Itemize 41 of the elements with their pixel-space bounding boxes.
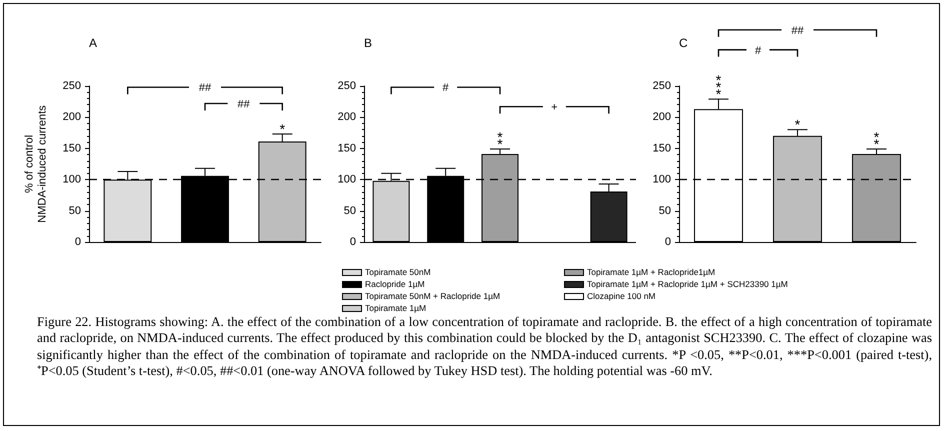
y-tick-label: 50 — [658, 204, 671, 217]
y-tick-label: 50 — [344, 204, 356, 217]
legend-label: Topiramate 1µM + Raclopride1µM — [587, 267, 716, 277]
data-label: * — [794, 116, 801, 133]
data-label: *** — [716, 72, 722, 102]
legend-label: Topiramate 1µM — [365, 303, 426, 313]
y-tick-label: 200 — [652, 111, 671, 124]
legend-label: Topiramate 50nM + Raclopride 1µM — [365, 291, 500, 301]
chart-title: B — [364, 36, 372, 50]
data-label: ** — [497, 129, 504, 152]
y-tick-label: 250 — [62, 80, 81, 92]
y-axis-title: % of control NMDA-induced currents — [24, 104, 48, 223]
data-label: * — [280, 121, 286, 138]
y-tick-label: 250 — [652, 80, 671, 92]
annotation: + — [551, 102, 558, 114]
y-tick-label: 200 — [338, 111, 356, 124]
annotation: ## — [238, 98, 251, 110]
y-tick-label: 50 — [68, 204, 81, 217]
y-tick-label: 150 — [652, 142, 671, 154]
y-tick-label: 0 — [74, 236, 81, 248]
y-tick-label: 250 — [338, 80, 356, 92]
legend-label: Raclopride 1µM — [365, 279, 425, 289]
legend-label: Topiramate 50nM — [365, 267, 431, 277]
legend-label: Topiramate 1µM + Raclopride 1µM + SCH23390 1µM — [587, 279, 788, 289]
text: ## — [791, 24, 804, 37]
text: # — [754, 44, 762, 57]
annotation: ## — [198, 82, 212, 94]
y-tick-label: 100 — [652, 174, 671, 186]
y-tick-label: 200 — [62, 111, 81, 124]
chart-title: C — [679, 36, 688, 50]
chart-title: A — [89, 36, 98, 50]
y-tick-label: 100 — [62, 174, 81, 186]
y-tick-label: 100 — [338, 174, 356, 186]
y-tick-label: 150 — [338, 142, 356, 154]
data-label: ** — [874, 129, 880, 152]
caption: Figure 22. Histograms showing: A. the effect of the combination of a low concentration of topiramate and raclopride. B. the effect of a high concentration of topiramate and raclopride, on NMDA-induced currents. The effect produced by this combination could be blocked by the D₁ antagonist SCH23390. C. The effect of clozapine was significantly higher than the effect of the combination of topiramate and raclopride on the NMDA-induced currents. *P <0.05, **P<0.01, ***P<0.001 (paired t-test), ⁺P<0.05 (Student’s t-test), #<0.05, ##<0.01 (one-way ANOVA followed by Tukey HSD test). The holding potential was -60 mV. — [37, 314, 932, 380]
y-tick-label: 150 — [62, 142, 81, 154]
y-tick-label: 0 — [350, 236, 356, 248]
legend-label: Clozapine 100 nM — [587, 291, 656, 301]
y-tick-label: 0 — [664, 236, 671, 248]
annotation: # — [442, 82, 450, 94]
